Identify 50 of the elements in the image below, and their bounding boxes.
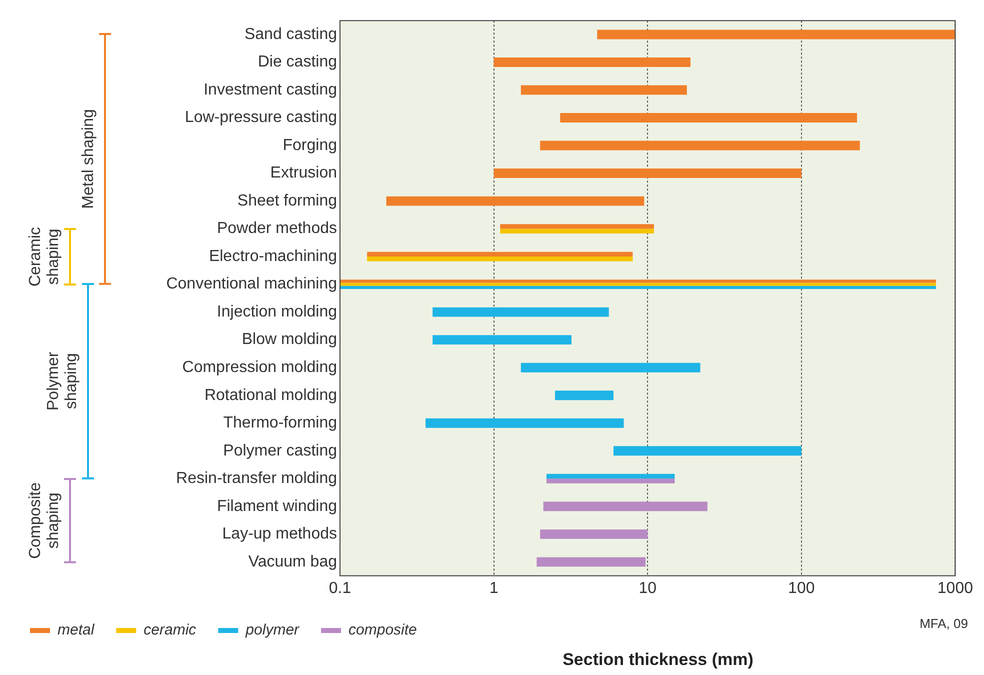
y-tick-label: Thermo-forming — [223, 414, 337, 432]
legend-label: polymer — [244, 622, 300, 639]
x-tick-label: 0.1 — [328, 580, 352, 597]
y-tick-label: Extrusion — [270, 164, 337, 182]
legend-label: ceramic — [144, 622, 197, 639]
bar — [432, 307, 609, 317]
legend-label: metal — [58, 622, 95, 639]
bar — [494, 168, 802, 178]
bar — [540, 140, 860, 150]
bar — [560, 113, 858, 122]
bar — [520, 85, 687, 95]
bar — [536, 557, 646, 567]
bar — [540, 529, 648, 539]
y-tick-label: Compression molding — [182, 359, 337, 376]
y-tick-label: Lay-up methods — [222, 526, 337, 543]
x-axis-title: Section thickness (mm) — [562, 650, 754, 670]
y-tick-label: Sheet forming — [237, 192, 337, 210]
bar — [613, 446, 802, 456]
bar — [367, 256, 633, 262]
y-tick-label: Powder methods — [216, 220, 337, 238]
y-tick-label: Blow molding — [242, 331, 337, 348]
y-tick-label: Low-pressure casting — [184, 109, 337, 126]
y-tick-label: Resin-transfer molding — [176, 470, 337, 488]
y-tick-label: Die casting — [258, 54, 337, 71]
x-tick-label: 1000 — [937, 580, 974, 597]
bar — [426, 418, 624, 428]
bar — [555, 390, 614, 400]
y-tick-label: Conventional machining — [166, 276, 337, 293]
y-tick-label: Electro-machining — [208, 248, 337, 265]
text: MFA, 09 — [920, 616, 968, 632]
x-tick-label: 100 — [788, 580, 815, 597]
legend-label: composite — [348, 622, 417, 639]
bar — [543, 502, 708, 512]
bar — [386, 196, 644, 206]
x-tick-label: 10 — [638, 580, 657, 597]
y-tick-label: Forging — [282, 136, 337, 154]
y-tick-label: Filament winding — [216, 498, 337, 515]
y-tick-label: Injection molding — [216, 303, 337, 320]
y-tick-label: Rotational molding — [204, 386, 337, 404]
y-tick-label: Sand casting — [244, 26, 337, 43]
y-tick-label: Polymer casting — [223, 442, 337, 460]
bar — [597, 30, 956, 40]
y-tick-label: Investment casting — [204, 81, 337, 98]
x-tick-label: 1 — [489, 580, 498, 597]
bar — [494, 58, 690, 67]
bar — [500, 228, 654, 234]
bar — [432, 335, 572, 345]
bar — [520, 362, 700, 372]
y-tick-label: Vacuum bag — [248, 553, 337, 570]
bracket: Composite shaping — [20, 476, 76, 564]
